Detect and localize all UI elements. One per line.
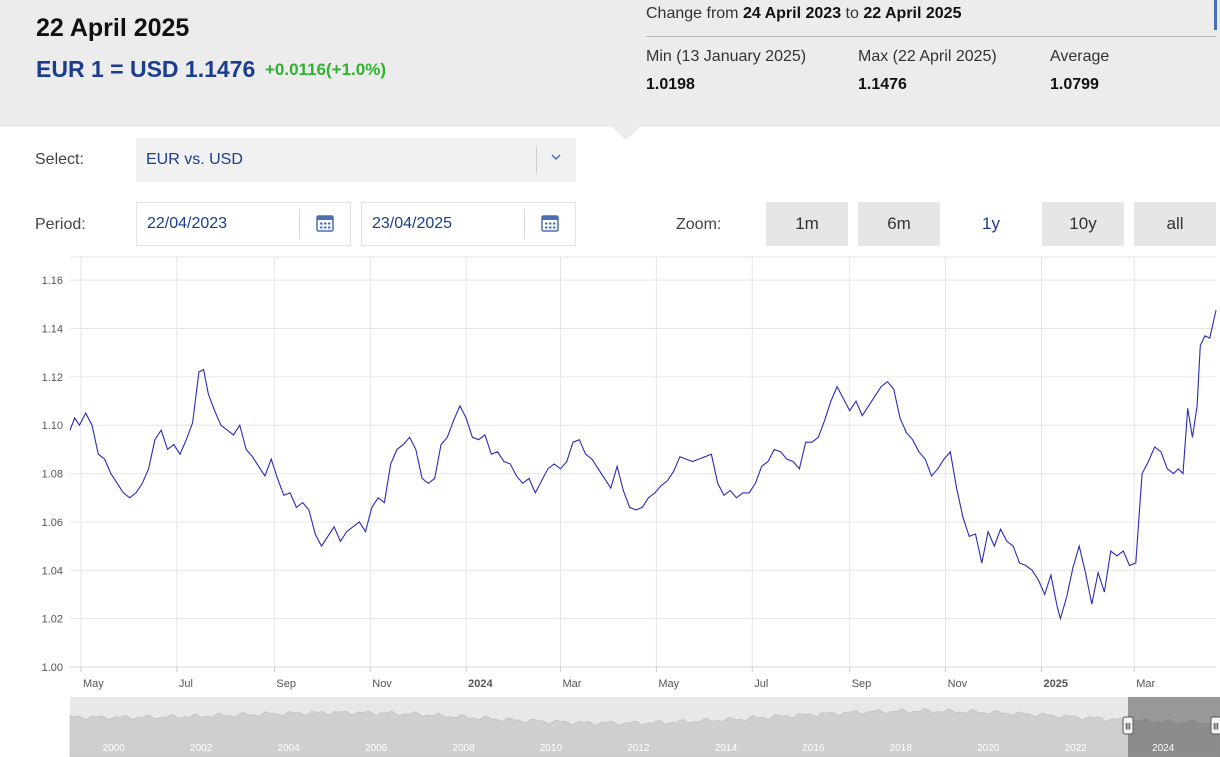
chart-grid — [70, 256, 1216, 672]
navigator-year-label: 2024 — [1152, 743, 1175, 754]
calendar-icon[interactable] — [541, 214, 559, 232]
x-tick-label: May — [658, 678, 679, 690]
rate-change: +0.0116(+1.0%) — [265, 60, 386, 79]
period-end-value: 23/04/2025 — [372, 215, 453, 232]
period-start-field[interactable]: 22/04/2023 — [136, 202, 351, 246]
change-from-date: 24 April 2023 — [742, 5, 842, 22]
navigator-year-label: 2004 — [278, 743, 301, 754]
change-range-title: Change from 24 April 2023 to 22 April 20… — [646, 5, 961, 23]
zoom-label: Zoom: — [676, 216, 722, 233]
navigator-year-label: 2006 — [365, 743, 388, 754]
navigator-year-label: 2018 — [890, 743, 913, 754]
navigator-year-label: 2014 — [715, 743, 738, 754]
x-tick-label: Nov — [948, 678, 968, 690]
eurusd-series-line — [69, 310, 1217, 621]
navigator-history-area — [69, 708, 1220, 757]
navigator-year-label: 2022 — [1065, 743, 1088, 754]
y-tick-label: 1.10 — [42, 420, 63, 432]
x-tick-label: Jul — [754, 678, 768, 690]
zoom-10y-button[interactable]: 10y — [1042, 202, 1124, 246]
change-prefix: Change from — [646, 5, 739, 22]
exchange-rate-chart[interactable]: 1.00 1.02 1.04 1.06 1.08 1.10 1.12 1.14 1.16 May… — [0, 256, 1220, 696]
x-tick-label: Nov — [372, 678, 392, 690]
stat-min-label: Min (13 January 2025) — [646, 48, 807, 65]
y-tick-label: 1.06 — [42, 517, 63, 529]
date-separator — [524, 209, 525, 239]
header-divider — [646, 36, 1216, 37]
x-tick-label: Mar — [1136, 678, 1155, 690]
navigator-left-handle[interactable]: Ⅲ — [1122, 716, 1134, 735]
navigator-year-label: 2016 — [802, 743, 825, 754]
zoom-1y-button[interactable]: 1y — [982, 214, 1000, 233]
stat-max-value: 1.1476 — [858, 76, 907, 93]
y-tick-label: 1.02 — [42, 614, 63, 626]
x-tick-label: Jul — [179, 678, 193, 690]
calendar-icon[interactable] — [316, 214, 334, 232]
navigator-year-label: 2010 — [540, 743, 563, 754]
period-start-value: 22/04/2023 — [147, 215, 228, 232]
navigator-right-handle[interactable]: Ⅲ — [1210, 716, 1220, 735]
zoom-all-button[interactable]: all — [1134, 202, 1216, 246]
change-to-date: 22 April 2025 — [863, 5, 962, 22]
navigator-year-label: 2000 — [103, 743, 126, 754]
current-date: 22 April 2025 — [36, 14, 190, 42]
x-tick-label: 2025 — [1044, 678, 1068, 690]
stat-average-label: Average — [1050, 48, 1110, 65]
zoom-6m-button[interactable]: 6m — [858, 202, 940, 246]
handle-grip-icon: Ⅲ — [1213, 723, 1219, 733]
stat-average: Average 1.0799 — [1050, 48, 1109, 94]
navigator-year-label: 2008 — [452, 743, 475, 754]
exchange-rate: EUR 1 = USD 1.1476 — [36, 56, 256, 82]
select-label: Select: — [35, 151, 84, 168]
currency-pair-value: EUR vs. USD — [146, 151, 243, 168]
header-accent-bar — [1214, 0, 1217, 30]
stat-min: Min (13 January 2025) 1.0198 — [646, 48, 806, 94]
y-axis-ticks: 1.00 1.02 1.04 1.06 1.08 1.10 1.12 1.14 1.16 — [42, 275, 63, 674]
period-end-field[interactable]: 23/04/2025 — [361, 202, 576, 246]
zoom-1m-button[interactable]: 1m — [766, 202, 848, 246]
select-separator — [536, 146, 537, 174]
date-separator — [299, 209, 300, 239]
y-tick-label: 1.04 — [42, 565, 63, 577]
navigator-year-label: 2002 — [190, 743, 213, 754]
currency-pair-select[interactable]: EUR vs. USD — [136, 138, 576, 182]
stat-max-label: Max (22 April 2025) — [858, 48, 997, 65]
navigator-selected-range — [1128, 697, 1220, 757]
y-tick-label: 1.12 — [42, 372, 63, 384]
y-tick-label: 1.08 — [42, 469, 63, 481]
stat-max: Max (22 April 2025) 1.1476 — [858, 48, 997, 94]
y-tick-label: 1.14 — [42, 324, 63, 336]
period-label: Period: — [35, 216, 86, 233]
y-tick-label: 1.16 — [42, 275, 63, 287]
x-tick-label: Sep — [276, 678, 296, 690]
chevron-down-icon[interactable] — [549, 150, 563, 167]
x-tick-label: 2024 — [468, 678, 493, 690]
navigator-year-label: 2020 — [977, 743, 1000, 754]
handle-grip-icon: Ⅲ — [1125, 723, 1131, 733]
stat-min-value: 1.0198 — [646, 76, 695, 93]
x-axis-ticks: May Jul Sep Nov 2024 Mar May Jul Sep Nov 2025 Mar — [83, 678, 1156, 690]
x-tick-label: May — [83, 678, 104, 690]
x-tick-label: Sep — [852, 678, 872, 690]
navigator-year-label: 2012 — [627, 743, 650, 754]
navigator-year-labels: 2000 2002 2004 2006 2008 2010 2012 2014 2016 2018… — [103, 743, 1175, 754]
y-tick-label: 1.00 — [42, 662, 63, 674]
x-tick-label: Mar — [562, 678, 581, 690]
summary-header: 22 April 2025 EUR 1 = USD 1.1476 +0.0116… — [0, 0, 1220, 127]
range-navigator[interactable]: 2000 2002 2004 2006 2008 2010 2012 2014 2016 2018… — [0, 697, 1220, 757]
header-pointer — [612, 127, 640, 140]
change-to-word: to — [845, 5, 859, 22]
stat-average-value: 1.0799 — [1050, 76, 1099, 93]
